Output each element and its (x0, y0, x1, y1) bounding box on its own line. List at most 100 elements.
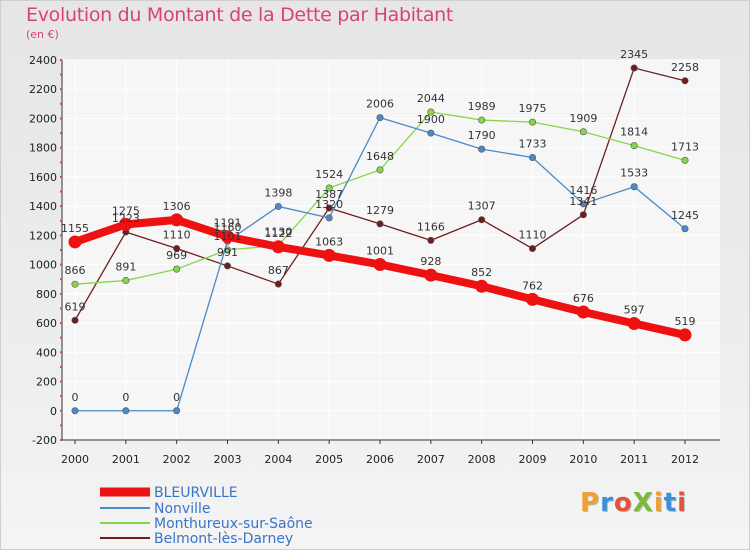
legend-label: Nonville (154, 501, 210, 517)
y-minor-tick (60, 409, 62, 412)
data-label: 891 (115, 261, 136, 274)
data-label: 1279 (366, 204, 394, 217)
data-label: 1398 (264, 186, 292, 199)
proxiti-logo: ProXiti (580, 488, 687, 518)
data-point (376, 114, 384, 122)
y-minor-tick (60, 380, 62, 383)
data-point (274, 202, 282, 210)
y-minor-tick (60, 73, 62, 76)
data-label: 519 (675, 315, 696, 328)
data-point (630, 183, 638, 191)
y-tick-label: 400 (36, 346, 57, 359)
y-tick-label: 2000 (29, 112, 57, 125)
data-label: 1909 (569, 112, 597, 125)
data-label: 2258 (671, 61, 699, 74)
y-minor-tick (60, 278, 62, 281)
x-tick-label: 2006 (366, 453, 394, 466)
x-tick-label: 2001 (112, 453, 140, 466)
data-label: 852 (471, 266, 492, 279)
data-label: 867 (268, 264, 289, 277)
y-minor-tick (60, 249, 62, 251)
y-minor-tick (60, 59, 62, 61)
data-point (681, 156, 689, 164)
data-point (173, 245, 181, 253)
data-point (630, 142, 638, 150)
data-point (579, 200, 587, 208)
data-label: 991 (217, 246, 238, 259)
data-label: 1648 (366, 150, 394, 163)
y-minor-tick (60, 132, 62, 135)
data-point (122, 407, 130, 415)
data-point (173, 265, 181, 273)
data-label: 762 (522, 279, 543, 292)
data-point (681, 225, 689, 233)
plot-area (62, 60, 720, 440)
data-label: 1975 (519, 102, 547, 115)
data-label: 1101 (214, 230, 242, 243)
legend-label: BLEURVILLE (154, 485, 238, 501)
y-minor-tick (60, 175, 62, 178)
data-label: 0 (122, 391, 129, 404)
y-minor-tick (60, 395, 62, 398)
y-minor-tick (60, 322, 62, 325)
data-point (528, 118, 536, 126)
data-point (170, 213, 184, 227)
data-point (678, 328, 692, 342)
data-label: 2345 (620, 48, 648, 61)
data-label: 619 (65, 300, 86, 313)
y-tick-label: 1200 (29, 229, 57, 242)
data-label: 1275 (112, 204, 140, 217)
data-point (424, 268, 438, 282)
data-label: 1001 (366, 244, 394, 257)
data-label: 1307 (468, 200, 496, 213)
y-minor-tick (60, 336, 62, 339)
data-label: 2044 (417, 92, 445, 105)
data-label: 1900 (417, 113, 445, 126)
logo-letter: P (580, 488, 601, 518)
data-label: 676 (573, 292, 594, 305)
data-point (376, 166, 384, 174)
y-tick-label: 1000 (29, 259, 57, 272)
data-label: 1130 (264, 226, 292, 239)
data-point (325, 204, 333, 212)
data-point (71, 407, 79, 415)
data-label: 969 (166, 249, 187, 262)
data-label: 928 (420, 255, 441, 268)
y-minor-tick (60, 190, 62, 193)
data-point (271, 240, 285, 254)
y-tick-label: 600 (36, 317, 57, 330)
data-point (71, 316, 79, 324)
data-label: 1524 (315, 168, 343, 181)
data-label: 0 (173, 391, 180, 404)
logo-letter: r (600, 488, 614, 518)
y-minor-tick (60, 117, 62, 120)
y-minor-tick (60, 307, 62, 310)
data-label: 1733 (519, 137, 547, 150)
y-tick-label: 1400 (29, 200, 57, 213)
data-label: 1223 (112, 212, 140, 225)
data-point (119, 217, 133, 231)
data-point (325, 214, 333, 222)
data-label: 1320 (315, 198, 343, 211)
data-point (526, 292, 539, 306)
data-label: 1110 (163, 229, 191, 242)
y-minor-tick (60, 439, 62, 441)
y-tick-label: 800 (36, 288, 57, 301)
x-tick-label: 2007 (417, 453, 445, 466)
data-point (478, 216, 486, 224)
data-label: 597 (624, 304, 645, 317)
data-point (122, 277, 130, 285)
data-point (579, 211, 587, 219)
y-minor-tick (60, 88, 62, 91)
chart-title: Evolution du Montant de la Dette par Hab… (26, 4, 454, 26)
data-label: 1122 (264, 227, 292, 240)
data-label: 1166 (417, 220, 445, 233)
data-label: 1814 (620, 126, 648, 139)
data-point (528, 153, 536, 161)
y-tick-label: -200 (32, 434, 57, 447)
y-minor-tick (60, 234, 62, 237)
x-tick-label: 2005 (315, 453, 343, 466)
data-point (325, 184, 333, 192)
logo-letter: X (632, 488, 654, 518)
y-tick-label: 200 (36, 376, 57, 389)
